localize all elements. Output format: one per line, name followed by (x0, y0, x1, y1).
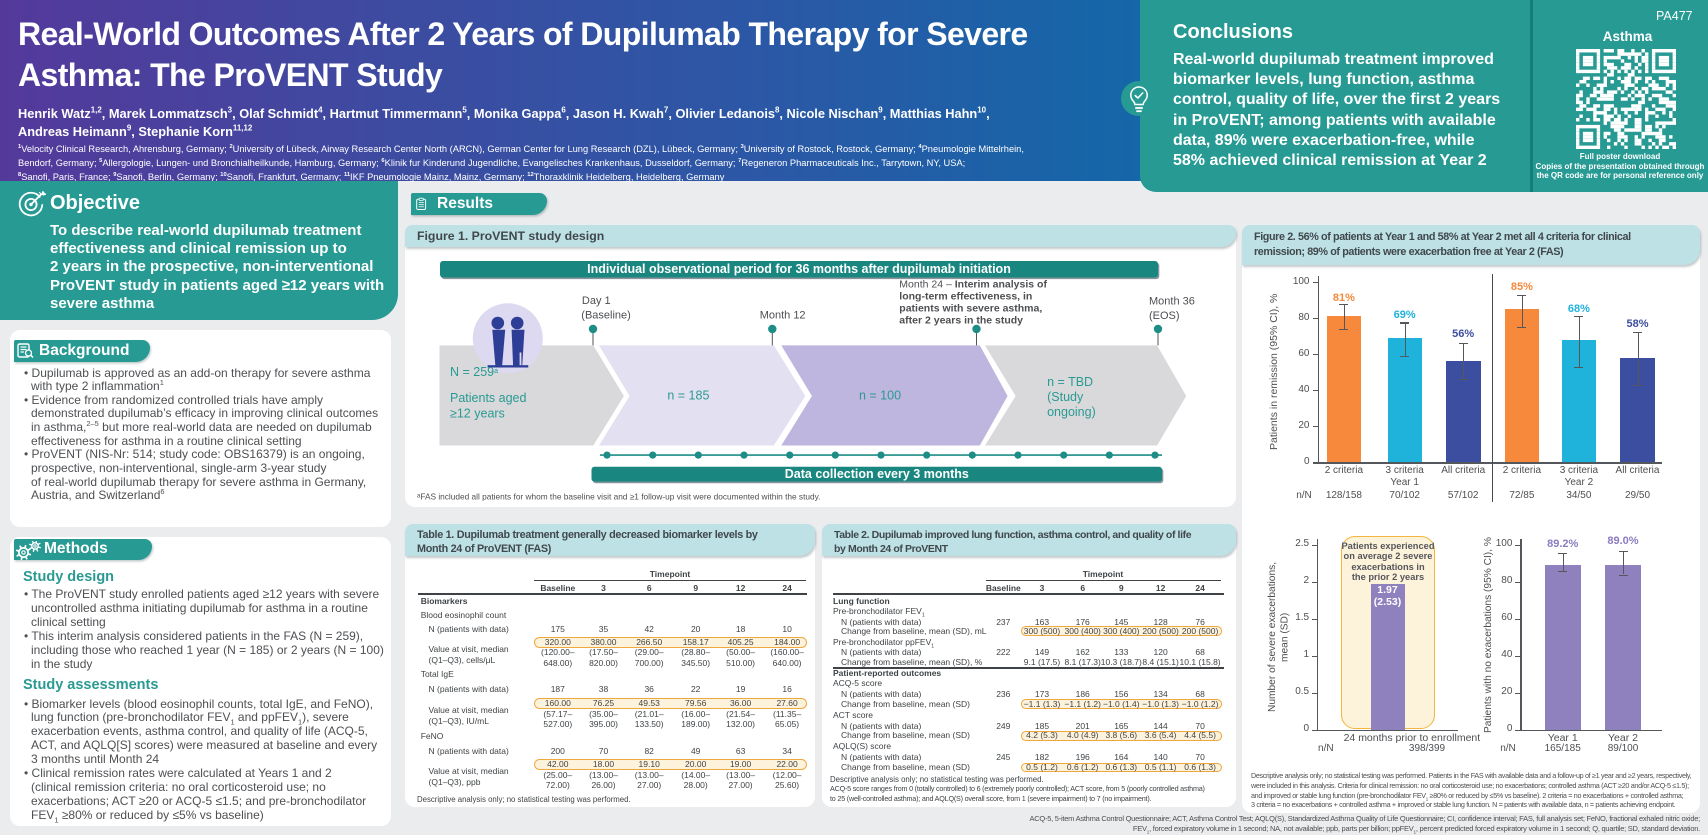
svg-text:(Study: (Study (1047, 390, 1084, 404)
svg-text:long-term effectiveness, in: long-term effectiveness, in (899, 291, 1032, 303)
svg-text:patients with severe asthma,: patients with severe asthma, (899, 303, 1042, 315)
svg-text:Day 1: Day 1 (582, 295, 611, 307)
svg-text:≥12 years: ≥12 years (450, 407, 505, 421)
svg-text:aFAS included all patients for: aFAS included all patients for whom the … (417, 492, 820, 502)
svg-text:n = TBD: n = TBD (1047, 375, 1093, 389)
svg-text:(Baseline): (Baseline) (581, 310, 631, 322)
svg-text:n = 100: n = 100 (859, 389, 901, 403)
svg-text:Data collection every 3 months: Data collection every 3 months (785, 467, 969, 481)
svg-text:Month 36: Month 36 (1149, 296, 1195, 308)
svg-text:N = 259a: N = 259a (450, 365, 498, 379)
svg-text:ongoing): ongoing) (1047, 405, 1096, 419)
svg-text:Individual observational perio: Individual observational period for 36 m… (587, 262, 1011, 276)
svg-text:n = 185: n = 185 (667, 389, 709, 403)
svg-text:(EOS): (EOS) (1149, 310, 1180, 322)
svg-text:Month 12: Month 12 (760, 310, 806, 322)
svg-text:Patients aged: Patients aged (450, 391, 526, 405)
svg-text:after 2 years in the study: after 2 years in the study (899, 315, 1023, 327)
svg-text:Month 24 – Interim analysis of: Month 24 – Interim analysis of (899, 279, 1047, 291)
